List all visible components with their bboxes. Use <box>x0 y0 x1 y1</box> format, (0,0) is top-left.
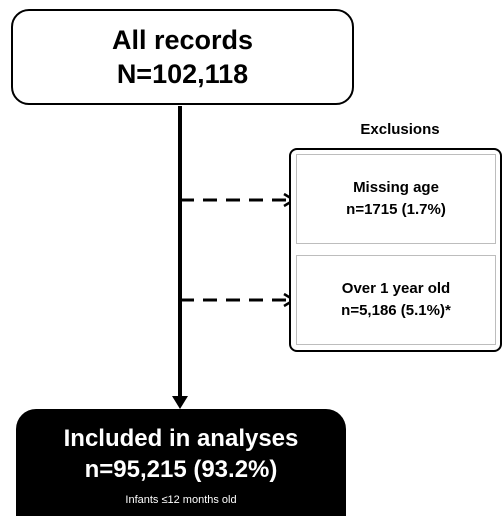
included-count: n=95,215 (93.2%) <box>84 455 278 483</box>
exclusion-box-over-1-year: Over 1 year old n=5,186 (5.1%)* <box>296 255 496 345</box>
included-box: Included in analyses n=95,215 (93.2%) In… <box>16 409 346 516</box>
included-label: Included in analyses <box>63 424 299 452</box>
exclusion-label: Missing age <box>353 179 439 196</box>
exclusion-count: n=1715 (1.7%) <box>346 201 446 218</box>
main-flow-arrowhead <box>172 396 188 409</box>
included-note: Infants ≤12 months old <box>125 493 237 506</box>
exclusion-label: Over 1 year old <box>341 280 451 297</box>
exclusion-count: n=5,186 (5.1%)* <box>341 302 451 319</box>
all-records-box: All records N=102,118 <box>11 9 354 105</box>
exclusion-box-missing-age: Missing age n=1715 (1.7%) <box>296 154 496 244</box>
all-records-label: All records <box>111 25 254 55</box>
all-records-count: N=102,118 <box>116 59 249 89</box>
exclusions-title: Exclusions <box>360 121 440 138</box>
